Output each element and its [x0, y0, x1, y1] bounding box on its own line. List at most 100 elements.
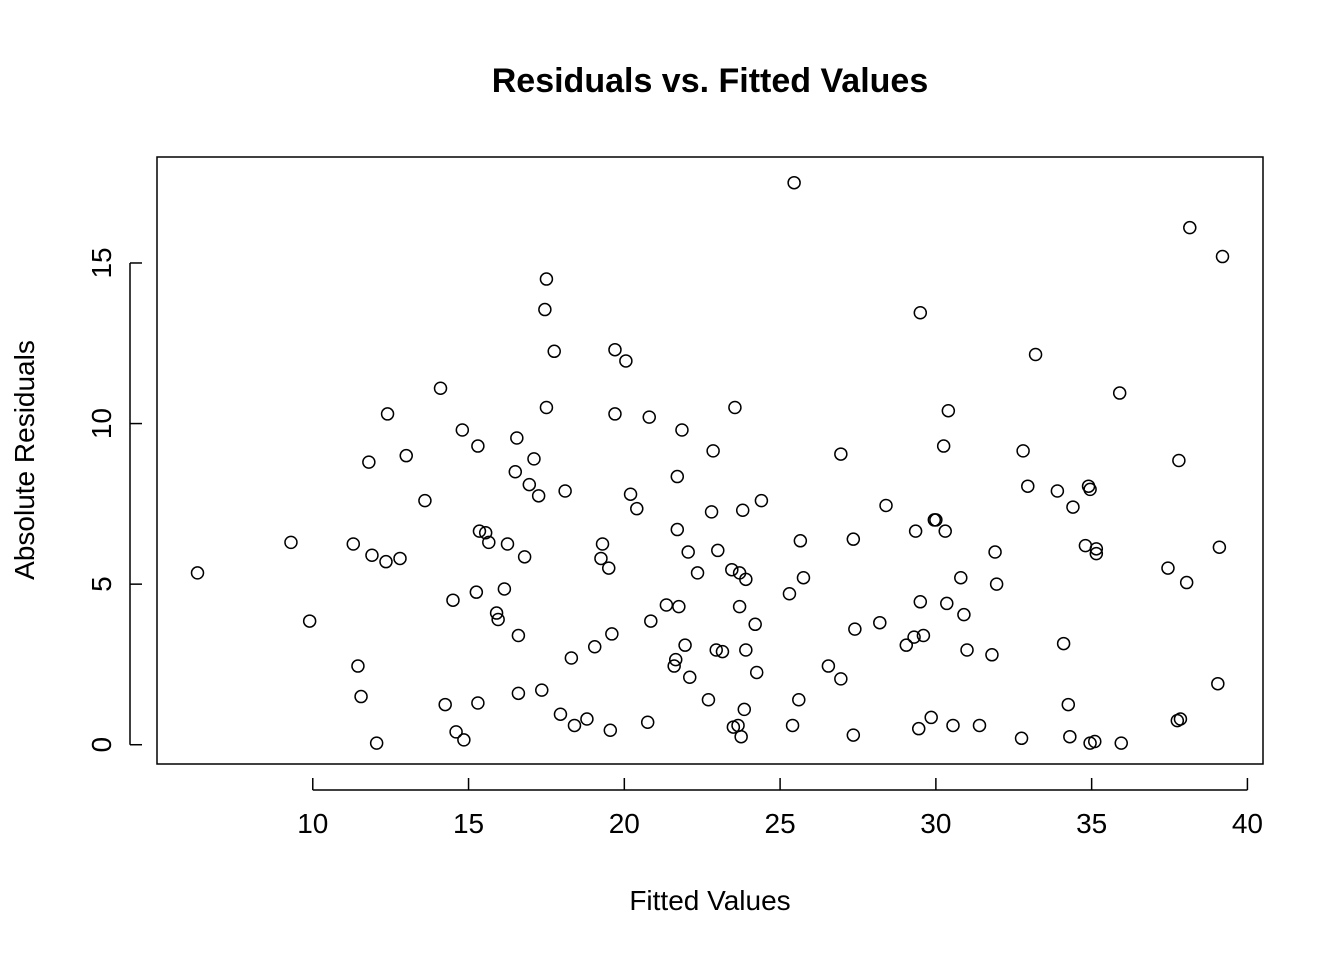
- data-point: [369, 736, 384, 750]
- y-axis: 0 5 10 15: [86, 247, 142, 753]
- data-point: [438, 697, 452, 712]
- data-point: [605, 627, 619, 641]
- data-point: [455, 423, 470, 437]
- data-point: [1089, 542, 1104, 556]
- chart-title: Residuals vs. Fitted Values: [492, 62, 929, 100]
- data-point: [782, 587, 797, 601]
- data-point: [899, 638, 914, 652]
- data-point: [748, 617, 762, 632]
- data-point: [535, 683, 549, 697]
- data-point: [941, 403, 956, 418]
- y-tick-label: 10: [86, 408, 117, 439]
- data-point: [1021, 479, 1035, 493]
- x-tick-label: 30: [920, 808, 951, 839]
- data-point: [446, 593, 460, 607]
- data-point: [640, 715, 655, 729]
- data-point: [351, 659, 365, 673]
- data-point: [681, 545, 695, 559]
- data-point: [190, 566, 205, 580]
- data-point: [457, 733, 471, 747]
- data-point: [936, 439, 951, 453]
- data-point: [630, 501, 644, 516]
- data-point: [737, 702, 752, 717]
- data-point: [1089, 546, 1104, 561]
- data-point: [362, 455, 376, 469]
- data-point: [623, 487, 638, 501]
- data-point: [510, 431, 524, 445]
- data-point: [946, 718, 960, 733]
- data-point: [725, 562, 739, 577]
- data-point: [960, 643, 974, 657]
- data-point: [433, 381, 448, 395]
- data-point: [938, 524, 952, 538]
- data-point: [1172, 453, 1186, 468]
- data-point: [508, 464, 523, 479]
- data-point: [379, 554, 393, 569]
- data-point: [701, 693, 716, 707]
- data-point: [489, 606, 504, 620]
- data-point: [449, 725, 463, 739]
- data-point: [957, 607, 971, 622]
- data-point: [1016, 444, 1030, 458]
- data-point: [539, 272, 554, 286]
- y-tick-label: 5: [86, 576, 117, 592]
- data-point: [916, 628, 931, 643]
- data-point: [739, 572, 753, 587]
- data-point: [834, 672, 848, 686]
- data-point: [787, 175, 801, 190]
- data-point: [739, 643, 753, 657]
- data-point: [491, 612, 505, 627]
- data-point: [642, 410, 656, 424]
- data-point: [728, 400, 742, 415]
- data-point: [567, 718, 582, 733]
- data-point: [1179, 575, 1194, 590]
- data-point: [834, 447, 848, 461]
- data-point: [940, 596, 954, 611]
- data-point: [1078, 538, 1093, 553]
- data-point: [706, 444, 720, 458]
- data-point: [1063, 729, 1077, 744]
- x-tick-label: 40: [1232, 808, 1263, 839]
- data-point: [1056, 636, 1071, 651]
- data-point: [619, 354, 633, 368]
- data-point: [821, 659, 836, 673]
- x-axis: 10 15 20 25 30 35 40: [297, 778, 1263, 839]
- data-point: [527, 452, 541, 466]
- data-point: [670, 469, 685, 484]
- data-point: [580, 712, 594, 726]
- data-point: [954, 570, 968, 585]
- data-point: [471, 696, 485, 710]
- data-point: [668, 652, 683, 667]
- data-point: [547, 344, 561, 359]
- data-point: [675, 423, 689, 437]
- data-point: [672, 599, 686, 614]
- plot-frame: [156, 156, 1264, 765]
- data-point: [749, 665, 764, 680]
- data-point: [848, 622, 862, 636]
- data-point: [690, 566, 705, 580]
- data-point: [929, 513, 943, 527]
- data-point: [989, 577, 1004, 591]
- data-point: [511, 628, 526, 643]
- x-tick-label: 25: [765, 808, 796, 839]
- data-point: [469, 585, 484, 599]
- data-point: [907, 630, 921, 644]
- x-tick-label: 15: [453, 808, 484, 839]
- data-point: [482, 535, 496, 550]
- data-point: [1050, 484, 1065, 498]
- data-point: [587, 640, 602, 654]
- x-axis-label: Fitted Values: [629, 885, 790, 916]
- data-point: [911, 721, 926, 736]
- data-point: [715, 644, 730, 659]
- data-point: [539, 400, 554, 415]
- data-point: [846, 728, 861, 742]
- y-tick-label: 15: [86, 247, 117, 278]
- data-point: [659, 598, 674, 612]
- data-point: [1161, 561, 1175, 575]
- data-point: [284, 535, 298, 550]
- x-tick-label: 35: [1076, 808, 1107, 839]
- data-point: [517, 550, 532, 564]
- data-point: [558, 484, 572, 498]
- data-point: [500, 537, 515, 551]
